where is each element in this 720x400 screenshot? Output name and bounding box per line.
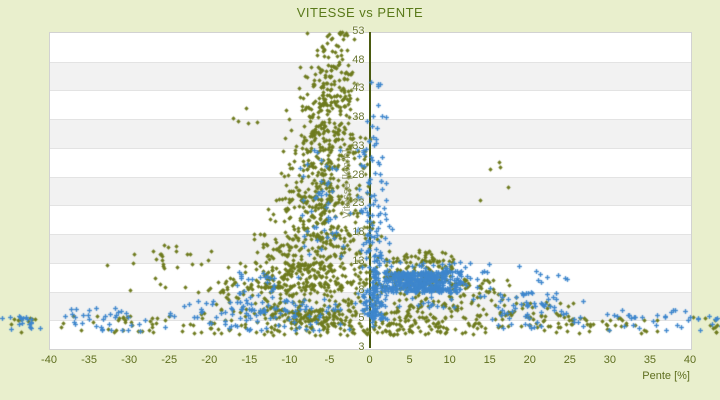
x-tick-label: 0 (366, 354, 373, 366)
x-tick-label: 20 (523, 354, 536, 366)
x-tick-label: -10 (281, 354, 298, 366)
x-tick-label: -15 (241, 354, 258, 366)
y-tick-label: 18 (352, 226, 365, 239)
y-tick-label: 23 (352, 197, 365, 210)
y-tick-label: 28 (352, 168, 365, 181)
x-tick-label: -25 (161, 354, 178, 366)
x-tick-label: 40 (683, 354, 697, 366)
y-tick-label: 33 (352, 139, 365, 152)
x-tick-label: -5 (324, 354, 335, 366)
x-tick-label: 25 (563, 354, 576, 366)
x-tick-label: -20 (201, 354, 218, 366)
y-axis-title: Vitesse [km/h] (341, 149, 353, 219)
y-tick-label: 3 (358, 341, 365, 353)
x-tick-label: 35 (643, 354, 657, 366)
x-tick-label: -30 (121, 354, 138, 366)
x-tick-label: -40 (41, 354, 57, 366)
y-tick-label: 43 (352, 82, 365, 95)
y-tick-label: 8 (358, 283, 365, 296)
y-tick-label: 5 (358, 312, 365, 325)
x-axis-title: Pente [%] (642, 370, 690, 382)
y-tick-label: 38 (352, 111, 365, 124)
x-tick-label: 30 (603, 354, 616, 366)
x-tick-label: 10 (443, 354, 456, 366)
y-tick-label: 48 (352, 53, 365, 66)
x-tick-label: 15 (483, 354, 496, 366)
x-tick-label: -35 (81, 354, 98, 366)
y-tick-label: 13 (352, 254, 365, 267)
x-tick-label: 5 (406, 354, 413, 366)
y-tick-label: 53 (352, 25, 365, 37)
